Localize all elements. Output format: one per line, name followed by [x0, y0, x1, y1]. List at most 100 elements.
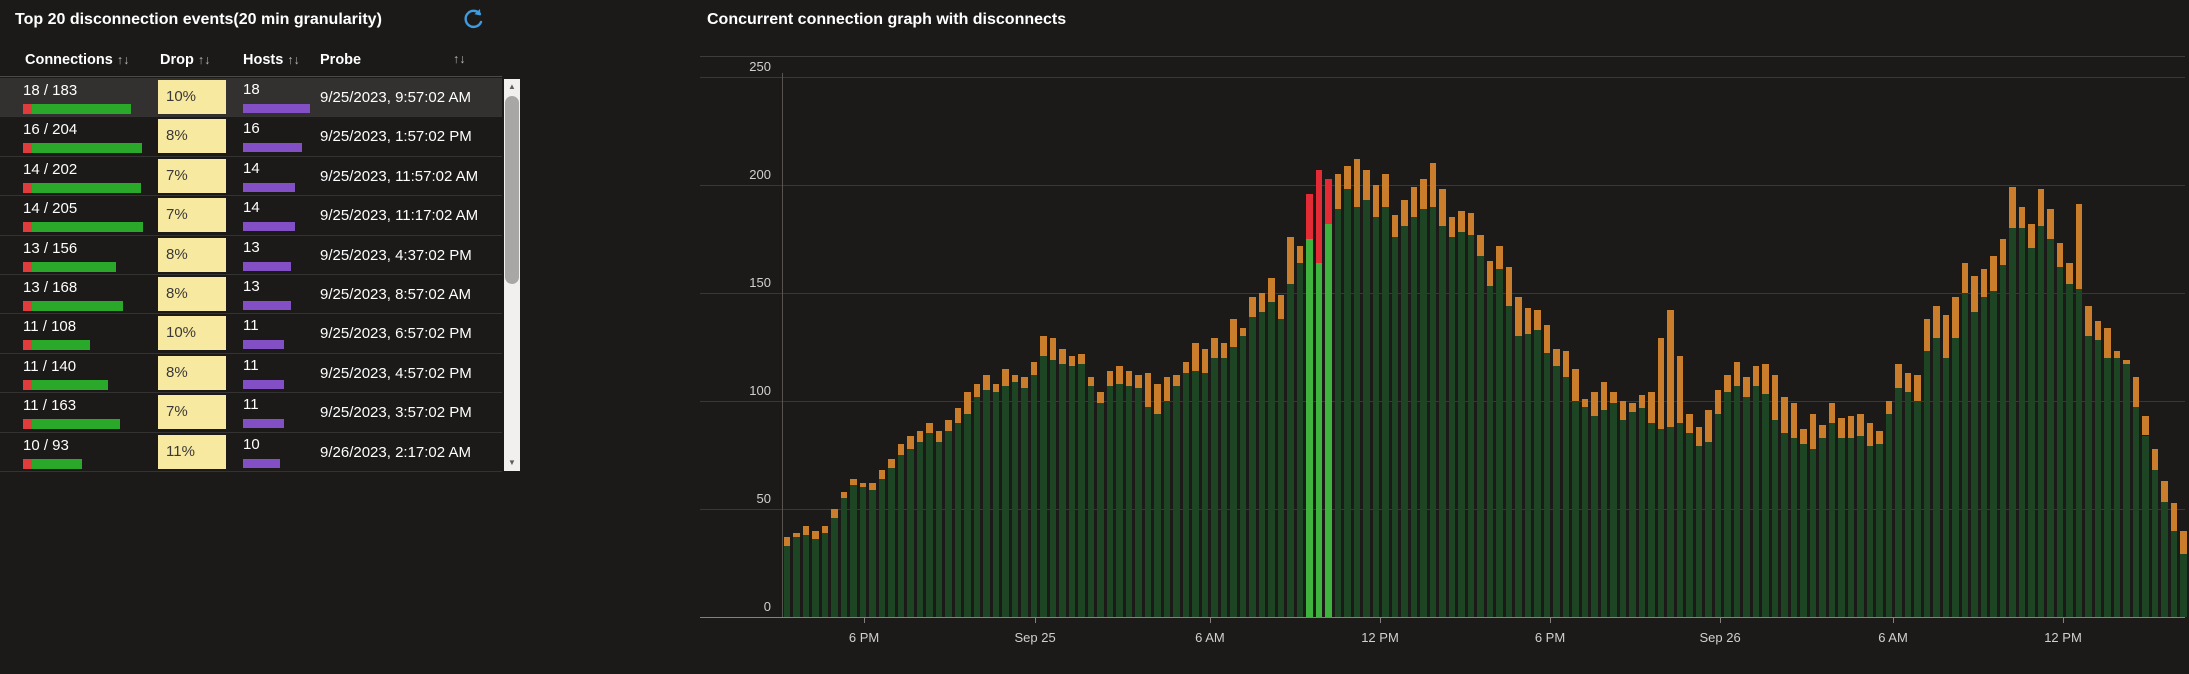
chart-bar[interactable]: [1629, 403, 1636, 617]
chart-bar[interactable]: [2151, 448, 2158, 617]
chart-bar[interactable]: [1743, 377, 1750, 617]
chart-bar[interactable]: [2180, 530, 2187, 617]
table-row[interactable]: 10 / 93 11% 10 9/26/2023, 2:17:02 AM: [0, 433, 502, 472]
chart-bar[interactable]: [1002, 368, 1009, 617]
chart-bar[interactable]: [1876, 431, 1883, 617]
chart-bar[interactable]: [1011, 375, 1018, 617]
sort-icon[interactable]: ↑↓: [197, 53, 211, 67]
chart-bar[interactable]: [1980, 269, 1987, 617]
chart-bar[interactable]: [831, 509, 838, 617]
chart-bar[interactable]: [1572, 368, 1579, 617]
chart-bar[interactable]: [1714, 390, 1721, 617]
chart-bar[interactable]: [793, 532, 800, 617]
table-row[interactable]: 13 / 168 8% 13 9/25/2023, 8:57:02 AM: [0, 275, 502, 315]
table-row[interactable]: 13 / 156 8% 13 9/25/2023, 4:37:02 PM: [0, 236, 502, 275]
scroll-up-arrow-icon[interactable]: ▲: [508, 82, 516, 91]
chart-bar[interactable]: [2104, 327, 2111, 617]
chart-bar[interactable]: [1857, 414, 1864, 617]
chart-bar[interactable]: [1933, 306, 1940, 617]
chart-bar[interactable]: [1790, 403, 1797, 617]
chart-bar[interactable]: [1163, 377, 1170, 617]
chart-bar[interactable]: [1923, 318, 1930, 617]
chart-bar[interactable]: [1524, 308, 1531, 617]
chart-bar[interactable]: [1638, 394, 1645, 617]
chart-bar[interactable]: [2113, 351, 2120, 617]
chart-bar[interactable]: [1106, 370, 1113, 617]
chart-bar[interactable]: [2009, 187, 2016, 617]
chart-bar[interactable]: [840, 491, 847, 617]
chart-bar[interactable]: [1942, 314, 1949, 617]
chart-bar[interactable]: [1068, 355, 1075, 617]
chart-bar[interactable]: [907, 435, 914, 617]
chart-bar[interactable]: [878, 470, 885, 617]
scrollbar-thumb[interactable]: [505, 96, 519, 284]
column-header-hosts[interactable]: Hosts ↑↓: [243, 52, 300, 68]
chart-bar[interactable]: [1771, 375, 1778, 617]
chart-bar[interactable]: [1724, 375, 1731, 617]
chart-bar[interactable]: [2047, 208, 2054, 617]
chart-bar[interactable]: [1116, 366, 1123, 617]
chart-bar[interactable]: [945, 420, 952, 617]
chart-bar[interactable]: [1686, 414, 1693, 617]
chart-bar[interactable]: [2123, 360, 2130, 617]
table-row[interactable]: 16 / 204 8% 16 9/25/2023, 1:57:02 PM: [0, 117, 502, 157]
chart-bar[interactable]: [1695, 426, 1702, 617]
chart-bar[interactable]: [1429, 163, 1436, 617]
chart-bar[interactable]: [1534, 310, 1541, 617]
chart-bar[interactable]: [1486, 260, 1493, 617]
chart-bar[interactable]: [859, 483, 866, 617]
chart-bar-disconnect-event[interactable]: [1325, 178, 1332, 617]
chart-bar[interactable]: [1819, 424, 1826, 617]
chart-bar[interactable]: [1268, 277, 1275, 617]
table-row[interactable]: 14 / 205 7% 14 9/25/2023, 11:17:02 AM: [0, 196, 502, 236]
chart-bar[interactable]: [1040, 336, 1047, 617]
chart-bar[interactable]: [1705, 409, 1712, 617]
chart-bar[interactable]: [1258, 293, 1265, 617]
chart-bar[interactable]: [1866, 422, 1873, 617]
chart-bar-disconnect-event[interactable]: [1306, 193, 1313, 617]
chart-bar[interactable]: [1078, 353, 1085, 617]
scroll-down-arrow-icon[interactable]: ▼: [508, 458, 516, 467]
chart-bar[interactable]: [1211, 338, 1218, 617]
chart-bar[interactable]: [983, 375, 990, 617]
chart-bar[interactable]: [1154, 383, 1161, 617]
chart-bar[interactable]: [1610, 392, 1617, 617]
chart-bar[interactable]: [1363, 169, 1370, 617]
chart-bar[interactable]: [1667, 310, 1674, 617]
chart-bar[interactable]: [1287, 236, 1294, 617]
chart-bar[interactable]: [1591, 392, 1598, 617]
chart-bar[interactable]: [1762, 364, 1769, 617]
chart-bar[interactable]: [1505, 267, 1512, 617]
chart-bar[interactable]: [1600, 381, 1607, 617]
chart-bar[interactable]: [1971, 275, 1978, 617]
chart-bar[interactable]: [916, 431, 923, 617]
chart-bar[interactable]: [1249, 297, 1256, 617]
chart-bar[interactable]: [1952, 297, 1959, 617]
chart-bar[interactable]: [1192, 342, 1199, 617]
column-header-drop[interactable]: Drop ↑↓: [160, 52, 211, 68]
chart-bar[interactable]: [1030, 362, 1037, 617]
table-row[interactable]: 18 / 183 10% 18 9/25/2023, 9:57:02 AM: [0, 78, 502, 118]
chart-bar[interactable]: [1049, 338, 1056, 617]
table-row[interactable]: 11 / 140 8% 11 9/25/2023, 4:57:02 PM: [0, 354, 502, 394]
chart-bar[interactable]: [1201, 349, 1208, 617]
sort-icon-probe[interactable]: ↑↓: [453, 52, 466, 66]
chart-bar[interactable]: [1809, 414, 1816, 617]
chart-bar[interactable]: [1021, 377, 1028, 617]
chart-bar[interactable]: [1676, 355, 1683, 617]
chart-bar[interactable]: [1097, 392, 1104, 617]
chart-bar[interactable]: [1515, 297, 1522, 617]
chart-bar[interactable]: [2066, 262, 2073, 617]
chart-bar[interactable]: [2132, 377, 2139, 617]
chart-bar[interactable]: [973, 383, 980, 617]
chart-bar[interactable]: [1904, 372, 1911, 617]
chart-bar[interactable]: [869, 483, 876, 617]
sort-icon[interactable]: ↑↓: [116, 53, 130, 67]
chart-bar[interactable]: [1990, 256, 1997, 617]
chart-bar[interactable]: [1059, 349, 1066, 617]
chart-bar[interactable]: [2085, 306, 2092, 617]
chart-bar[interactable]: [1401, 200, 1408, 617]
sort-icon[interactable]: ↑↓: [287, 53, 300, 67]
chart-bar[interactable]: [1087, 377, 1094, 617]
table-row[interactable]: 14 / 202 7% 14 9/25/2023, 11:57:02 AM: [0, 157, 502, 197]
